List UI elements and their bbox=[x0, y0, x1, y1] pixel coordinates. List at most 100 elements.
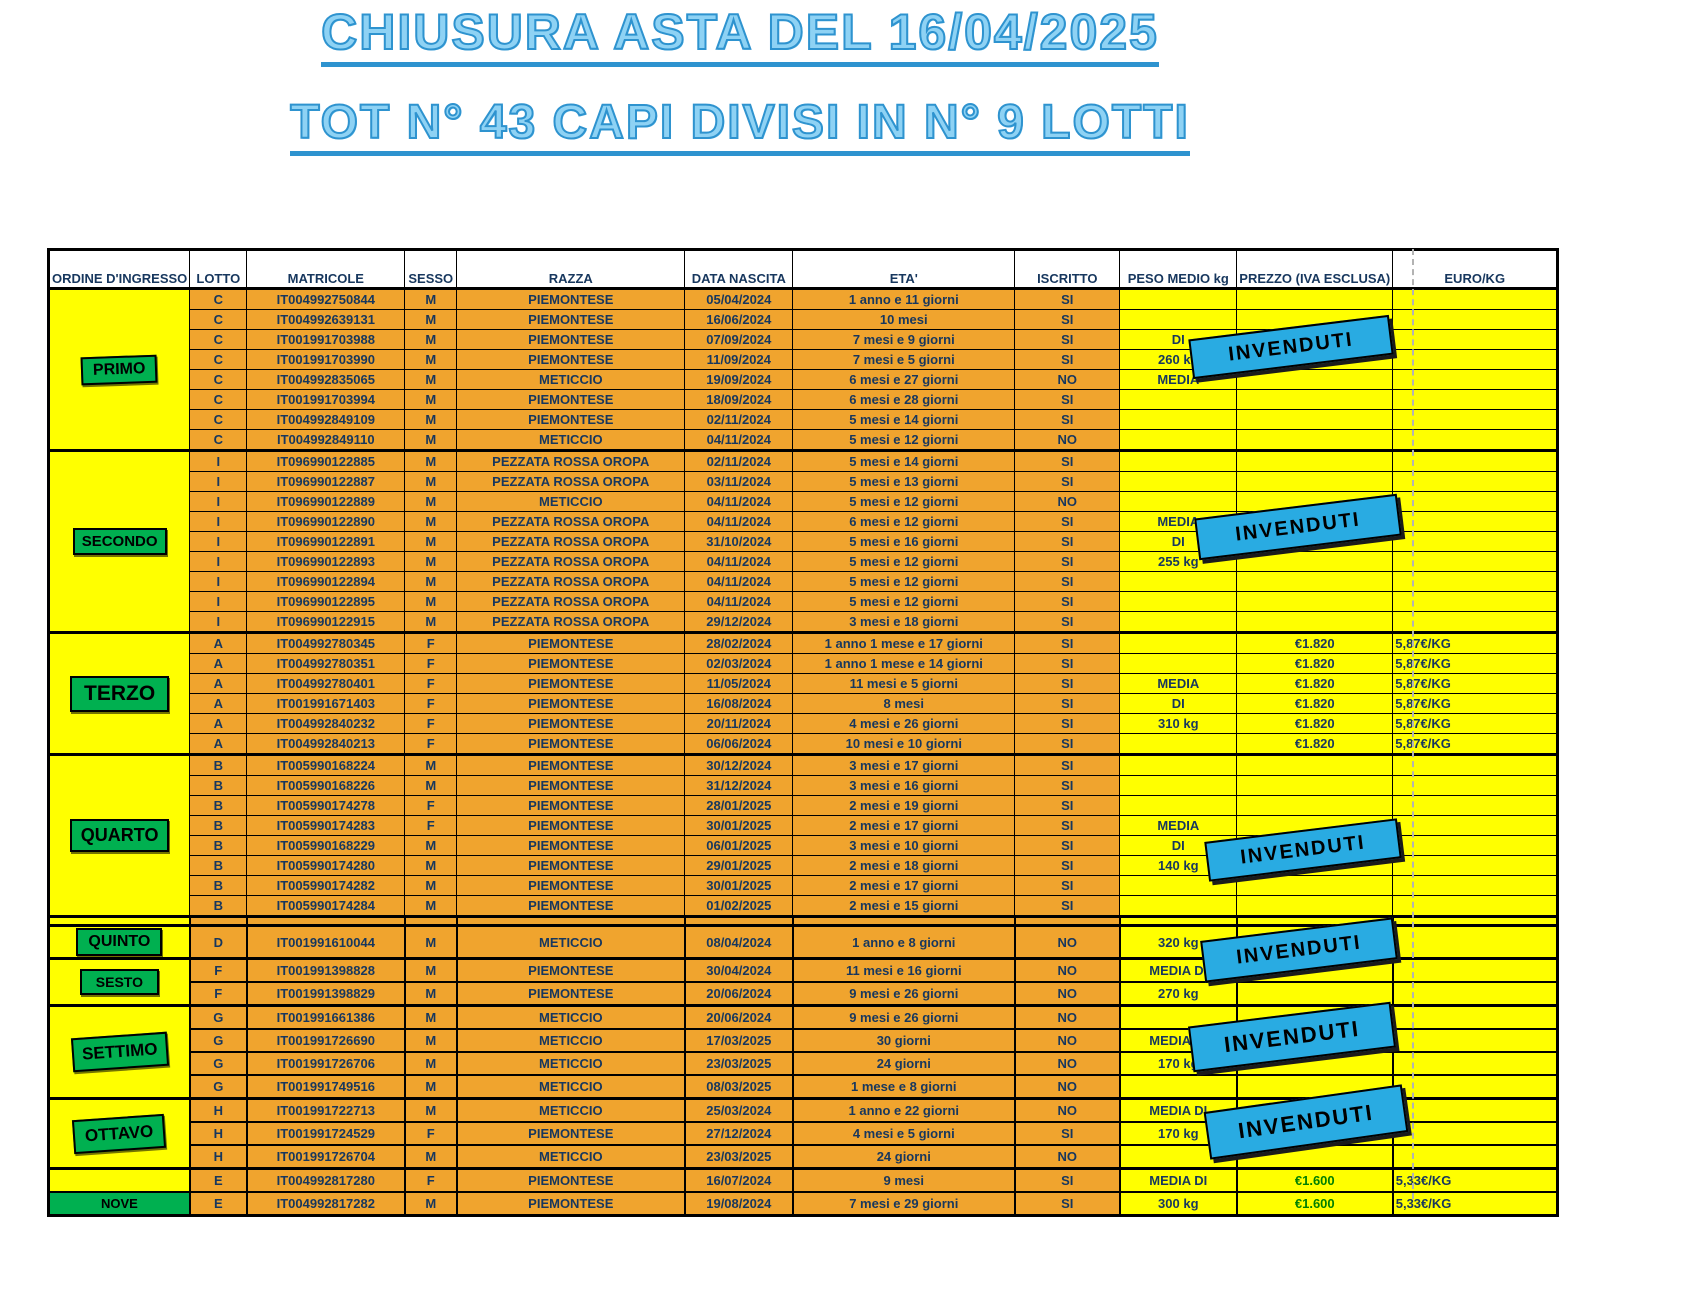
cell-sesso: M bbox=[403, 1191, 458, 1217]
cell-sesso: M bbox=[404, 835, 458, 856]
cell-eta: 1 anno e 11 giorni bbox=[792, 288, 1016, 310]
cell-razza: METICCIO bbox=[456, 429, 686, 451]
table-row: QUARTO B IT005990168224 M PIEMONTESE 30/12/20… bbox=[47, 754, 1559, 917]
cell-prezzo: €1.600 bbox=[1235, 1167, 1394, 1193]
cell-peso bbox=[1119, 450, 1238, 472]
cell-peso bbox=[1119, 309, 1238, 330]
cell-prezzo bbox=[1236, 895, 1394, 917]
column-header-razza: RAZZA bbox=[456, 249, 686, 289]
cell-matricola: IT096990122915 bbox=[246, 611, 406, 633]
column-header-prezzo: PREZZO (IVA ESCLUSA) bbox=[1236, 249, 1394, 289]
cell-sesso: M bbox=[404, 895, 458, 917]
cell-lotto: A bbox=[189, 673, 248, 694]
cell-lotto: G bbox=[188, 1051, 248, 1076]
cell-razza: PIEMONTESE bbox=[456, 713, 686, 734]
cell-lotto: I bbox=[189, 611, 248, 633]
cell-lotto: C bbox=[189, 329, 248, 350]
cell-iscritto: SI bbox=[1014, 511, 1121, 532]
table-row: I IT096990122895 M PEZZATA ROSSA OROPA 04/11… bbox=[49, 591, 1559, 612]
cell-razza: PIEMONTESE bbox=[455, 981, 686, 1007]
cell-razza: METICCIO bbox=[455, 1004, 686, 1030]
cell-prezzo bbox=[1236, 288, 1394, 310]
cell-eta: 5 mesi e 12 giorni bbox=[792, 571, 1016, 592]
cell-sesso: F bbox=[404, 673, 458, 694]
cell-matricola: IT096990122893 bbox=[246, 551, 406, 572]
spacer-cell bbox=[455, 915, 686, 927]
cell-data-nascita: 05/04/2024 bbox=[684, 288, 794, 310]
cell-iscritto: SI bbox=[1014, 309, 1121, 330]
cell-razza: PIEMONTESE bbox=[456, 309, 686, 330]
cell-lotto: G bbox=[188, 1028, 248, 1053]
cell-prezzo: €1.820 bbox=[1236, 733, 1394, 755]
group-cell-secondo: SECONDO bbox=[47, 450, 191, 633]
cell-razza: PIEMONTESE bbox=[456, 815, 686, 836]
cell-lotto: H bbox=[188, 1097, 248, 1123]
cell-data-nascita: 20/06/2024 bbox=[683, 1004, 794, 1030]
cell-lotto: I bbox=[189, 511, 248, 532]
cell-sesso: M bbox=[403, 981, 458, 1007]
cell-iscritto: SI bbox=[1014, 329, 1121, 350]
cell-peso bbox=[1119, 775, 1238, 796]
group-cell-quinto: QUINTO bbox=[47, 924, 191, 960]
cell-eta: 6 mesi e 28 giorni bbox=[792, 389, 1016, 410]
cell-lotto: B bbox=[189, 835, 248, 856]
cell-razza: PIEMONTESE bbox=[456, 775, 686, 796]
cell-matricola: IT001991610044 bbox=[245, 924, 406, 960]
cell-iscritto: SI bbox=[1014, 389, 1121, 410]
spacer-cell bbox=[1013, 915, 1121, 927]
cell-matricola: IT004992849109 bbox=[246, 409, 406, 430]
cell-euro-kg bbox=[1392, 611, 1559, 633]
cell-sesso: M bbox=[404, 531, 458, 552]
cell-matricola: IT005990174278 bbox=[246, 795, 406, 816]
cell-razza: PIEMONTESE bbox=[455, 1191, 686, 1217]
cell-sesso: M bbox=[403, 1051, 458, 1076]
group-label-quinto: QUINTO bbox=[76, 928, 163, 956]
cell-eta: 5 mesi e 12 giorni bbox=[792, 491, 1016, 512]
cell-euro-kg bbox=[1392, 775, 1559, 796]
cell-sesso: M bbox=[404, 349, 458, 370]
cell-prezzo bbox=[1236, 775, 1394, 796]
cell-eta: 9 mesi e 26 giorni bbox=[791, 1004, 1016, 1030]
cell-data-nascita: 27/12/2024 bbox=[683, 1121, 794, 1146]
page-subtitle: TOT N° 43 CAPI DIVISI IN N° 9 LOTTI bbox=[289, 96, 1190, 157]
cell-iscritto: SI bbox=[1014, 632, 1121, 654]
cell-data-nascita: 25/03/2024 bbox=[683, 1097, 794, 1123]
cell-iscritto: NO bbox=[1013, 1051, 1121, 1076]
cell-lotto: B bbox=[189, 875, 248, 896]
cell-matricola: IT004992817280 bbox=[245, 1167, 406, 1193]
cell-iscritto: NO bbox=[1014, 429, 1121, 451]
cell-iscritto: NO bbox=[1013, 1144, 1121, 1170]
cell-eta: 3 mesi e 16 giorni bbox=[792, 775, 1016, 796]
cell-lotto: C bbox=[189, 409, 248, 430]
cell-eta: 5 mesi e 14 giorni bbox=[792, 450, 1016, 472]
cell-peso: MEDIA bbox=[1119, 815, 1238, 836]
cell-iscritto: SI bbox=[1014, 795, 1121, 816]
cell-iscritto: SI bbox=[1014, 591, 1121, 612]
cell-euro-kg bbox=[1392, 511, 1559, 532]
spacer-cell bbox=[403, 915, 458, 927]
cell-sesso: F bbox=[404, 795, 458, 816]
cell-matricola: IT001991726706 bbox=[245, 1051, 406, 1076]
cell-eta: 1 anno 1 mese e 14 giorni bbox=[792, 653, 1016, 674]
cell-data-nascita: 06/01/2025 bbox=[684, 835, 794, 856]
cell-euro-kg bbox=[1392, 409, 1559, 430]
cell-eta: 5 mesi e 13 giorni bbox=[792, 471, 1016, 492]
cell-prezzo: €1.820 bbox=[1236, 653, 1394, 674]
cell-lotto: B bbox=[189, 895, 248, 917]
cell-iscritto: SI bbox=[1014, 855, 1121, 876]
cell-sesso: F bbox=[404, 653, 458, 674]
page-title-row: CHIUSURA ASTA DEL 16/04/2025 bbox=[0, 5, 1480, 67]
cell-data-nascita: 31/10/2024 bbox=[684, 531, 794, 552]
cell-lotto: H bbox=[188, 1121, 248, 1146]
cell-euro-kg bbox=[1391, 981, 1559, 1007]
cell-data-nascita: 04/11/2024 bbox=[684, 491, 794, 512]
cell-peso bbox=[1119, 895, 1238, 917]
cell-euro-kg bbox=[1392, 429, 1559, 451]
auction-table: ORDINE D'INGRESSO LOTTO MATRICOLE SESSO RAZZ… bbox=[47, 248, 1560, 1217]
column-header-matricola: MATRICOLE bbox=[246, 249, 406, 289]
table-row: A IT004992780351 F PIEMONTESE 02/03/2024 1 an… bbox=[49, 653, 1559, 674]
cell-data-nascita: 30/04/2024 bbox=[683, 957, 794, 983]
cell-matricola: IT004992835065 bbox=[246, 369, 406, 390]
cell-lotto: C bbox=[189, 429, 248, 451]
table-row: B IT005990168226 M PIEMONTESE 31/12/2024 3 me… bbox=[49, 775, 1559, 796]
